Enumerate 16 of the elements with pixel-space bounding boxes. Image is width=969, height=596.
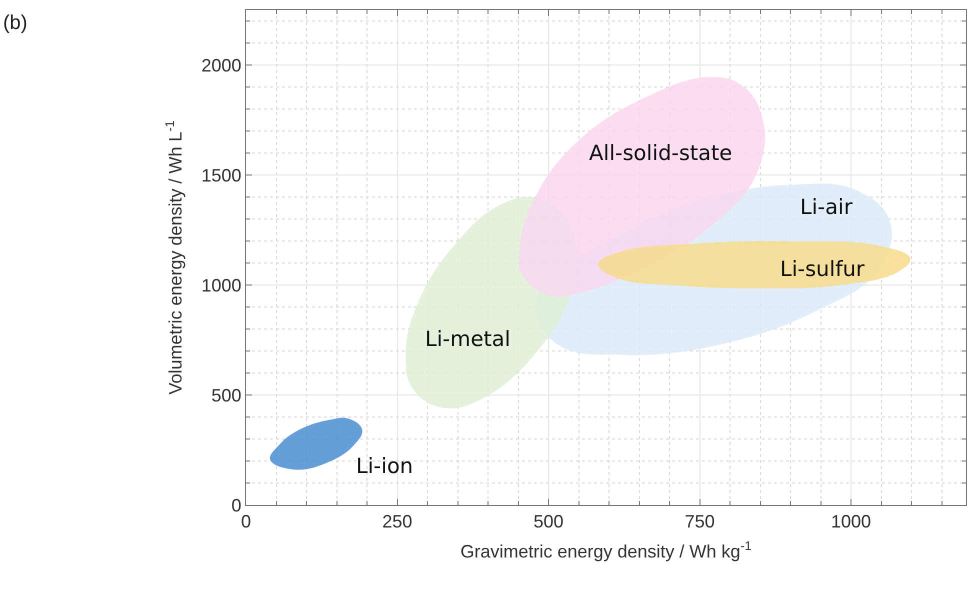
y-tick-label: 2000 — [201, 55, 242, 76]
x-tick-label: 1000 — [831, 512, 872, 532]
x-tick-label: 500 — [533, 512, 564, 532]
series-label: Li-ion — [356, 454, 414, 478]
series-label: All-solid-state — [589, 141, 732, 165]
text: (b) — [3, 12, 28, 34]
series-label: Li-sulfur — [780, 257, 865, 281]
y-tick-label: 1000 — [201, 275, 242, 296]
y-tick-label: 1500 — [201, 165, 242, 186]
series-label: Li-metal — [425, 327, 510, 351]
series-label: Li-air — [800, 195, 853, 219]
y-tick-label: 0 — [231, 495, 242, 516]
y-tick-label: 500 — [211, 385, 242, 406]
x-axis-title: Gravimetric energy density / Wh kg$^{-1}$ — [460, 539, 752, 562]
x-tick-label: 750 — [684, 512, 715, 532]
x-tick-label: 250 — [382, 512, 412, 532]
